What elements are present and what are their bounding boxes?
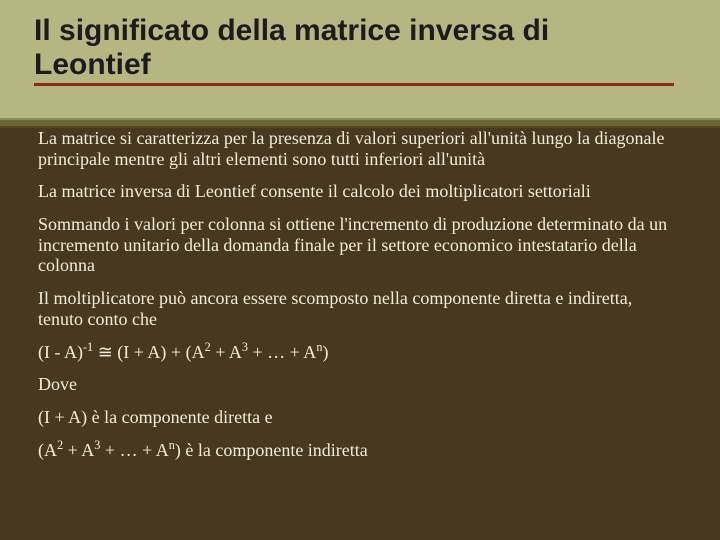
formula-rhs-b: + A <box>211 342 242 362</box>
paragraph-2: La matrice inversa di Leontief consente … <box>38 181 678 202</box>
paragraph-1: La matrice si caratterizza per la presen… <box>38 128 678 169</box>
p8-c: + … + A <box>100 440 168 460</box>
slide-body: La matrice si caratterizza per la presen… <box>38 128 678 472</box>
formula-lhs-sup: -1 <box>83 340 93 354</box>
title-text: Il significato della matrice inversa di … <box>34 14 549 81</box>
formula-line: (I - A)-1 ≅ (I + A) + (A2 + A3 + … + An) <box>38 342 678 363</box>
paragraph-7: (I + A) è la componente diretta e <box>38 407 678 428</box>
formula-rhs-close: ) <box>322 342 328 362</box>
paragraph-3: Sommando i valori per colonna si ottiene… <box>38 214 678 276</box>
slide-title: Il significato della matrice inversa di … <box>34 14 674 86</box>
formula-rhs-a: (I + A) + (A <box>117 342 204 362</box>
formula-lhs-a: (I - A) <box>38 342 83 362</box>
paragraph-4: Il moltiplicatore può ancora essere scom… <box>38 288 678 329</box>
formula-rhs-c: + … + A <box>248 342 316 362</box>
p8-d: ) è la componente indiretta <box>175 440 368 460</box>
p8-b: + A <box>63 440 94 460</box>
paragraph-6: Dove <box>38 374 678 395</box>
formula-approx: ≅ <box>93 342 117 362</box>
paragraph-8: (A2 + A3 + … + An) è la componente indir… <box>38 440 678 461</box>
slide: Il significato della matrice inversa di … <box>0 0 720 540</box>
p8-a: (A <box>38 440 57 460</box>
